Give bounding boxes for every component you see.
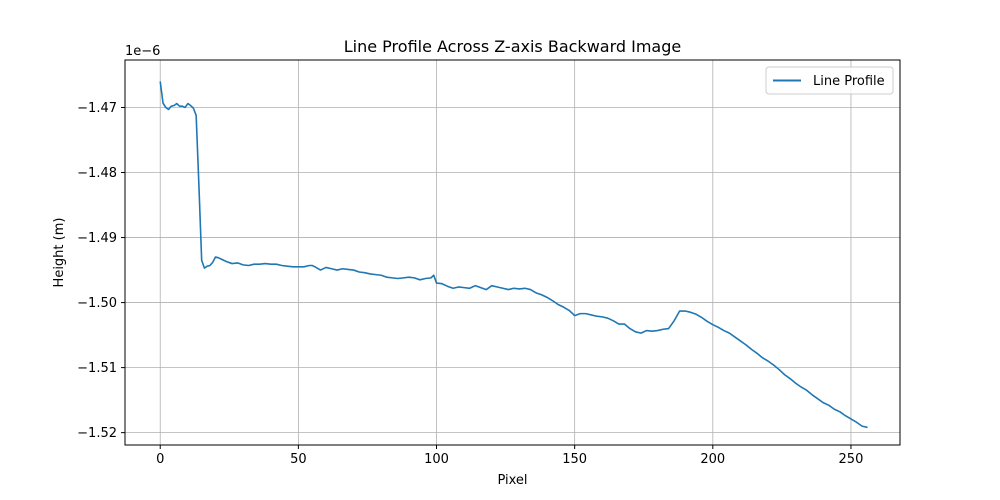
y-axis: −1.52 −1.51 −1.50 −1.49 −1.48 −1.47 [77, 101, 125, 441]
y-tick-label: −1.51 [77, 361, 117, 376]
x-tick-label: 50 [290, 452, 307, 467]
y-axis-title: Height (m) [52, 218, 67, 288]
y-tick-label: −1.52 [77, 426, 117, 441]
y-offset-label: 1e−6 [125, 44, 160, 59]
x-axis: 0 50 100 150 200 250 [156, 445, 863, 467]
series-line [159, 81, 868, 429]
x-tick-label: 200 [700, 452, 725, 467]
x-tick-label: 0 [156, 452, 164, 467]
x-tick-label: 100 [424, 452, 449, 467]
y-tick-label: −1.48 [77, 166, 117, 181]
legend: Line Profile [765, 66, 894, 95]
x-tick-label: 150 [562, 452, 587, 467]
chart-title: Line Profile Across Z-axis Backward Imag… [344, 37, 681, 56]
grid [125, 60, 900, 445]
x-tick-label: 250 [839, 452, 864, 467]
x-axis-title: Pixel [497, 473, 527, 488]
legend-label: Line Profile [813, 74, 885, 89]
legend-box [765, 66, 894, 95]
plot-frame [124, 59, 901, 446]
y-tick-label: −1.49 [77, 231, 117, 246]
series-layer [159, 81, 868, 429]
y-tick-label: −1.50 [77, 296, 117, 311]
y-tick-label: −1.47 [77, 101, 117, 116]
